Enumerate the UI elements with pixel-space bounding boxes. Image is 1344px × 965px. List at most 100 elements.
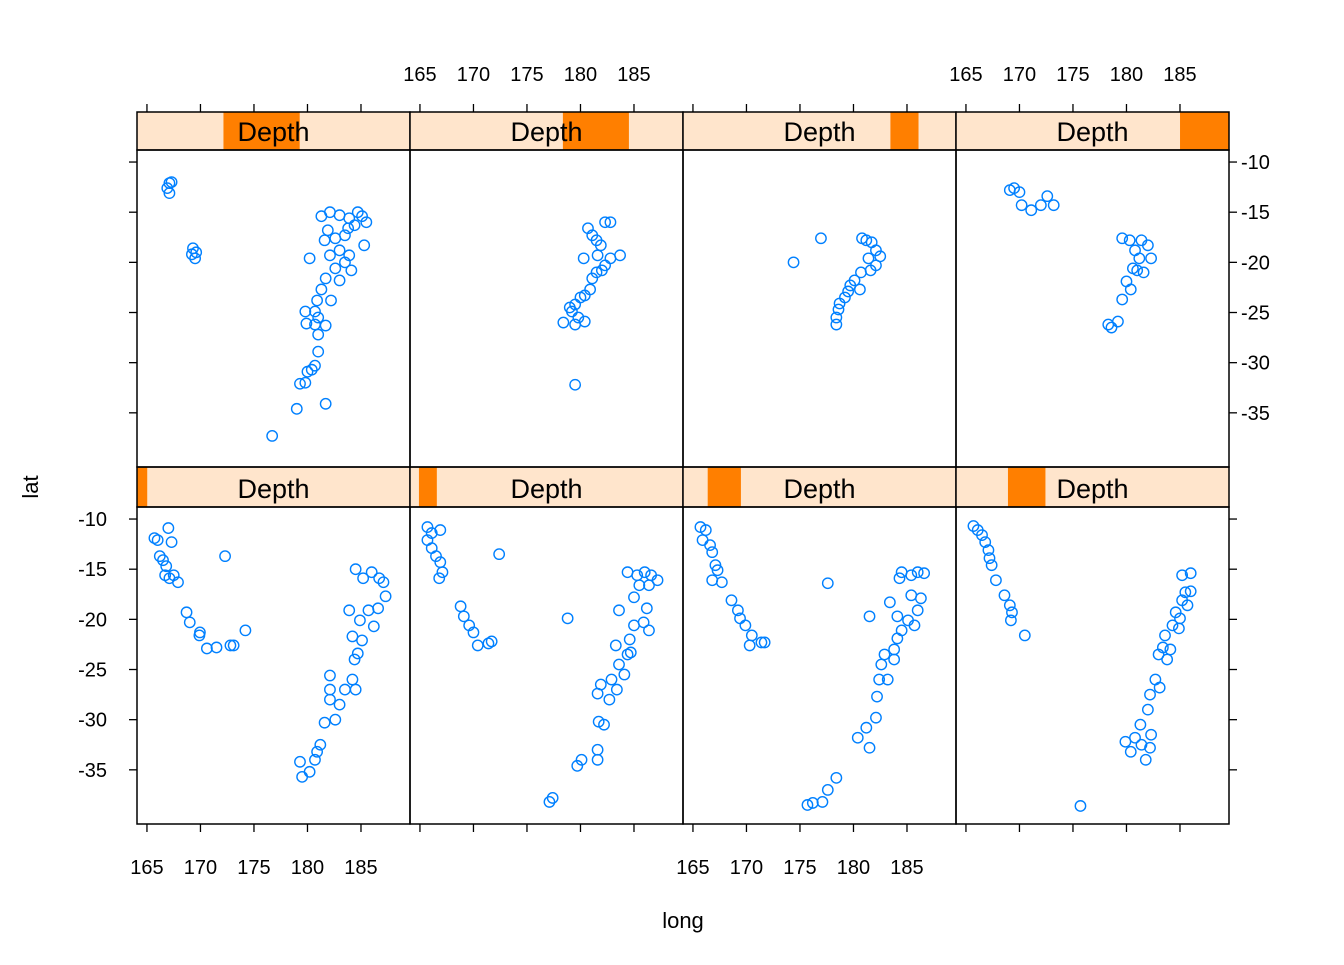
data-point [610,683,623,696]
data-point [983,552,996,565]
data-point [372,602,385,615]
data-point [309,305,321,318]
data-point [633,579,646,592]
panel-7: Depth [682,111,957,468]
data-point [1139,753,1152,766]
data-point [609,639,622,652]
data-point [434,524,447,536]
panel-frame [136,506,411,825]
data-point [377,576,390,589]
x-tick-label: 180 [291,857,324,879]
x-tick-label: 170 [730,857,763,879]
data-point [893,572,906,585]
data-point [623,633,636,646]
data-point [299,305,312,318]
data-point [967,520,980,532]
data-point [356,634,368,647]
data-point [1015,199,1028,212]
strip-depth-range [223,112,300,150]
y-axis-label: lat [18,475,43,498]
data-point [194,626,206,639]
data-point [743,639,756,652]
data-point [1123,234,1136,247]
data-point [421,521,434,533]
data-point [312,328,325,341]
data-point [594,678,607,691]
y-tick-label: -15 [78,559,107,581]
data-point [572,311,585,324]
data-point [309,359,321,372]
data-point [603,693,616,706]
strip-background [410,467,683,507]
data-point [618,668,631,681]
data-point [821,577,834,590]
data-point [485,635,498,648]
data-point [895,566,908,579]
data-point [319,397,332,410]
data-point [1176,569,1189,582]
x-tick-label: 185 [344,857,377,879]
data-point [725,594,738,607]
data-point [467,626,480,639]
data-point [591,249,604,262]
data-point [351,647,364,660]
data-point [219,550,231,563]
strip-background [137,467,410,507]
data-point [855,266,867,279]
data-point [1145,728,1157,741]
data-point [1116,232,1129,245]
data-point [342,222,355,235]
data-point [914,592,927,605]
data-point [546,792,559,804]
x-tick-label: 165 [403,64,436,86]
data-point [851,731,864,744]
y-tick-label: -15 [1241,202,1270,224]
data-point [227,639,240,652]
data-point [711,564,724,577]
data-point [604,252,617,265]
data-point [870,244,882,257]
data-point [1102,318,1115,331]
data-point [1133,252,1146,265]
data-point [1145,252,1157,265]
data-point [345,264,358,277]
data-point [349,683,362,696]
data-point [379,590,392,603]
data-point [333,274,346,287]
x-tick-label: 170 [1003,64,1036,86]
data-point [976,529,988,541]
data-point [1184,585,1197,598]
data-point [731,604,744,617]
data-point [888,643,901,656]
data-point [628,619,640,632]
data-point [1025,204,1038,217]
data-point [895,624,908,637]
data-point [1129,244,1141,257]
strip-label: Depth [1056,117,1128,147]
x-tick-label: 185 [617,64,650,86]
data-point [1153,681,1166,694]
data-point [314,738,327,751]
panel-frame [136,149,411,468]
data-point [614,249,626,262]
data-point [605,673,618,686]
data-point [318,234,331,247]
x-tick-label: 175 [237,857,270,879]
data-point [153,550,166,563]
data-point [888,653,901,666]
x-tick-label: 180 [1110,64,1143,86]
panel-frame [409,149,684,468]
y-tick-label: -30 [78,710,107,732]
data-point [979,536,992,549]
strip-label: Depth [510,117,582,147]
x-tick-label: 175 [783,857,816,879]
data-point [816,796,829,808]
data-point [842,285,855,298]
x-tick-label: 180 [564,64,597,86]
data-point [303,765,316,778]
data-point [990,574,1002,587]
data-point [844,279,857,292]
data-point [598,718,610,731]
x-axis-label: long [662,908,704,933]
data-point [637,616,650,629]
